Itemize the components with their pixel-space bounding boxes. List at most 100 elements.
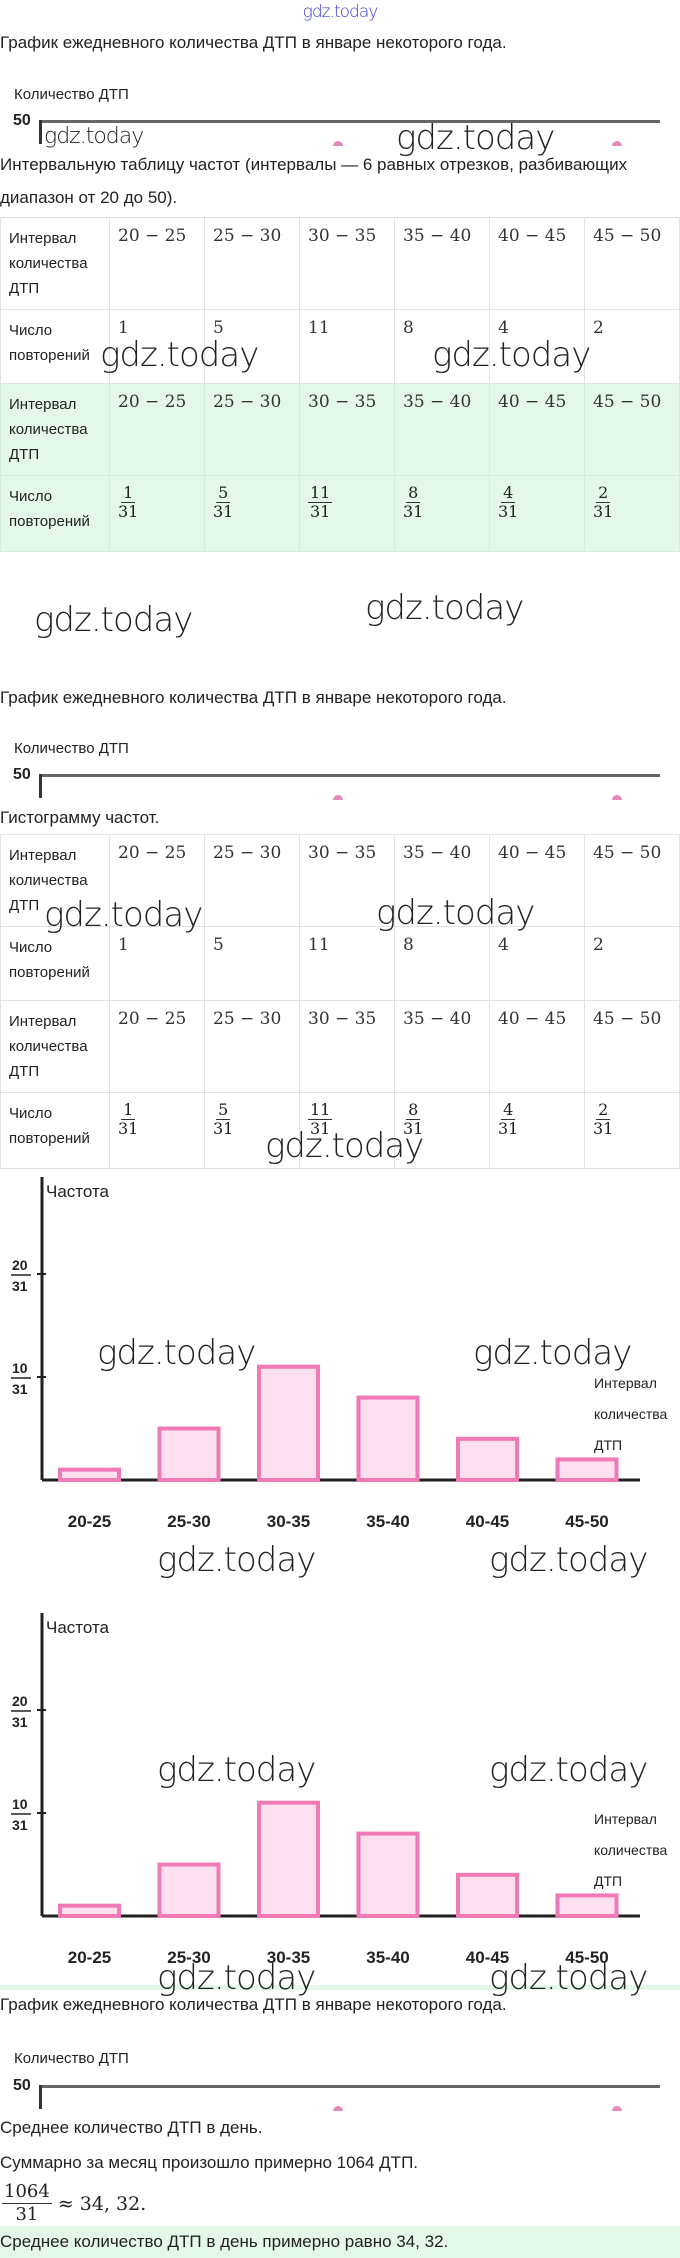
y-tick-numerator: 10 xyxy=(12,1796,28,1812)
graph-title: График ежедневного количества ДТП в янва… xyxy=(0,688,507,707)
frequency-cell: 2 31 xyxy=(584,475,680,552)
histogram-bar xyxy=(555,1893,619,1919)
interval-cell: 30 − 35 xyxy=(299,217,395,310)
frequency-numerator: 4 xyxy=(501,1100,516,1120)
table-row: Число повторений 1 5 11 8 4 2 xyxy=(0,309,680,384)
interval-cell: 45 − 50 xyxy=(584,834,680,927)
histogram-chart: Частота 10 31 20 31 20-25 25-30 30-35 35-40 40-45… xyxy=(11,1613,668,1967)
histogram-bar xyxy=(356,1395,420,1482)
graph-point-marker xyxy=(612,141,622,146)
frequency-denominator: 31 xyxy=(403,1119,424,1138)
interval-cell: 45 − 50 xyxy=(584,1000,680,1093)
interval-cell: 25 − 30 xyxy=(204,834,300,927)
frequency-denominator: 31 xyxy=(498,1119,519,1138)
x-tick-label: 20-25 xyxy=(68,1948,111,1967)
frequency-cell: 5 31 xyxy=(204,1092,300,1169)
frequency-cell: 8 31 xyxy=(394,1092,490,1169)
interval-cell: 40 − 45 xyxy=(489,1000,585,1093)
graph-gridline xyxy=(42,774,660,777)
frequency-cell: 1 31 xyxy=(109,475,205,552)
header-watermark: gdz.today xyxy=(302,2,379,22)
x-axis-label: ДТП xyxy=(594,1873,622,1889)
interval-cell: 20 − 25 xyxy=(109,217,205,310)
highlight-strip xyxy=(0,1985,680,1990)
frequency-cell: 4 31 xyxy=(489,475,585,552)
mean-frac-numerator: 1064 xyxy=(2,2181,52,2204)
interval-cell: 25 − 30 xyxy=(204,383,300,476)
row-header: Интервал количества ДТП xyxy=(0,1000,110,1093)
watermark: gdz.today xyxy=(396,118,555,158)
graph-point-marker xyxy=(333,2106,343,2111)
interval-cell: 30 − 35 xyxy=(299,1000,395,1093)
graph-point-marker xyxy=(333,795,343,800)
row-header: Число повторений xyxy=(0,475,110,552)
count-cell: 4 xyxy=(489,926,585,1001)
task3-sum-text: Суммарно за месяц произошло примерно 106… xyxy=(0,2153,419,2172)
count-cell: 2 xyxy=(584,926,680,1001)
interval-cell: 35 − 40 xyxy=(394,834,490,927)
table-row: Число повторений 1 5 11 8 4 2 xyxy=(0,926,680,1001)
frequency-numerator: 2 xyxy=(596,483,611,503)
frequency-numerator: 2 xyxy=(596,1100,611,1120)
row-header: Число повторений xyxy=(0,926,110,1001)
frequency-denominator: 31 xyxy=(498,502,519,521)
table-row: Интервал количества ДТП 20 − 25 25 − 30 30 … xyxy=(0,1000,680,1093)
graph-point-marker xyxy=(333,141,343,146)
x-axis-label: количества xyxy=(594,1842,668,1858)
row-header: Число повторений xyxy=(0,309,110,384)
frequency-cell: 8 31 xyxy=(394,475,490,552)
frequency-cell: 5 31 xyxy=(204,475,300,552)
task3-title: Среднее количество ДТП в день. xyxy=(0,2118,263,2137)
y-axis-label: Частота xyxy=(46,1618,110,1637)
y-tick-denominator: 31 xyxy=(12,1817,28,1833)
table-row: Интервал количества ДТП 20 − 25 25 − 30 30 … xyxy=(0,834,680,927)
x-axis-label: Интервал xyxy=(594,1811,657,1827)
mean-approx: ≈ 34, 32. xyxy=(57,2192,147,2215)
task3-answer: Среднее количество ДТП в день примерно р… xyxy=(0,2232,449,2251)
frequency-denominator: 31 xyxy=(593,502,614,521)
graph-y-tick: 50 xyxy=(13,766,31,783)
frequency-denominator: 31 xyxy=(593,1119,614,1138)
histogram-bar xyxy=(257,1364,320,1482)
x-tick-label: 30-35 xyxy=(267,1512,310,1531)
frequency-numerator: 8 xyxy=(406,1100,421,1120)
frequency-numerator: 8 xyxy=(406,483,421,503)
table-row: Число повторений 1 31 5 31 11 31 8 31 4 31 2 31 xyxy=(0,1092,680,1169)
frequency-cell: 11 31 xyxy=(299,475,395,552)
x-axis-label: количества xyxy=(594,1406,668,1422)
frequency-denominator: 31 xyxy=(118,1119,139,1138)
watermark: gdz.today xyxy=(34,600,193,640)
interval-cell: 35 − 40 xyxy=(394,383,490,476)
frequency-numerator: 1 xyxy=(121,1100,136,1120)
row-header: Число повторений xyxy=(0,1092,110,1169)
x-tick-label: 30-35 xyxy=(267,1948,310,1967)
frequency-denominator: 31 xyxy=(118,502,139,521)
graph-gridline xyxy=(42,120,660,123)
frequency-cell: 2 31 xyxy=(584,1092,680,1169)
count-cell: 2 xyxy=(584,309,680,384)
row-header: Интервал количества ДТП xyxy=(0,217,110,310)
count-cell: 1 xyxy=(109,926,205,1001)
frequency-numerator: 4 xyxy=(501,483,516,503)
y-tick-numerator: 20 xyxy=(12,1693,28,1709)
mean-formula: 1064 31 ≈ 34, 32. xyxy=(2,2181,146,2226)
frequency-numerator: 5 xyxy=(216,483,231,503)
graph-title: График ежедневного количества ДТП в янва… xyxy=(0,1995,507,2014)
interval-cell: 40 − 45 xyxy=(489,834,585,927)
y-tick-denominator: 31 xyxy=(12,1381,28,1397)
histogram-bar xyxy=(456,1436,519,1483)
count-cell: 1 xyxy=(109,309,205,384)
row-header: Интервал количества ДТП xyxy=(0,383,110,476)
frequency-numerator: 11 xyxy=(308,483,333,503)
graph-y-axis xyxy=(39,120,42,144)
graph-y-tick: 50 xyxy=(13,2077,31,2094)
histogram-chart: Частота 10 31 20 31 20-25 25-30 30-35 35-40 40-45… xyxy=(11,1177,668,1531)
interval-cell: 20 − 25 xyxy=(109,1000,205,1093)
histogram-bar xyxy=(555,1457,619,1483)
graph-y-label: Количество ДТП xyxy=(14,740,129,757)
graph-point-marker xyxy=(612,2106,622,2111)
x-tick-label: 20-25 xyxy=(68,1512,111,1531)
interval-cell: 45 − 50 xyxy=(584,383,680,476)
histogram-bar xyxy=(456,1872,519,1919)
graph-title: График ежедневного количества ДТП в янва… xyxy=(0,33,507,52)
